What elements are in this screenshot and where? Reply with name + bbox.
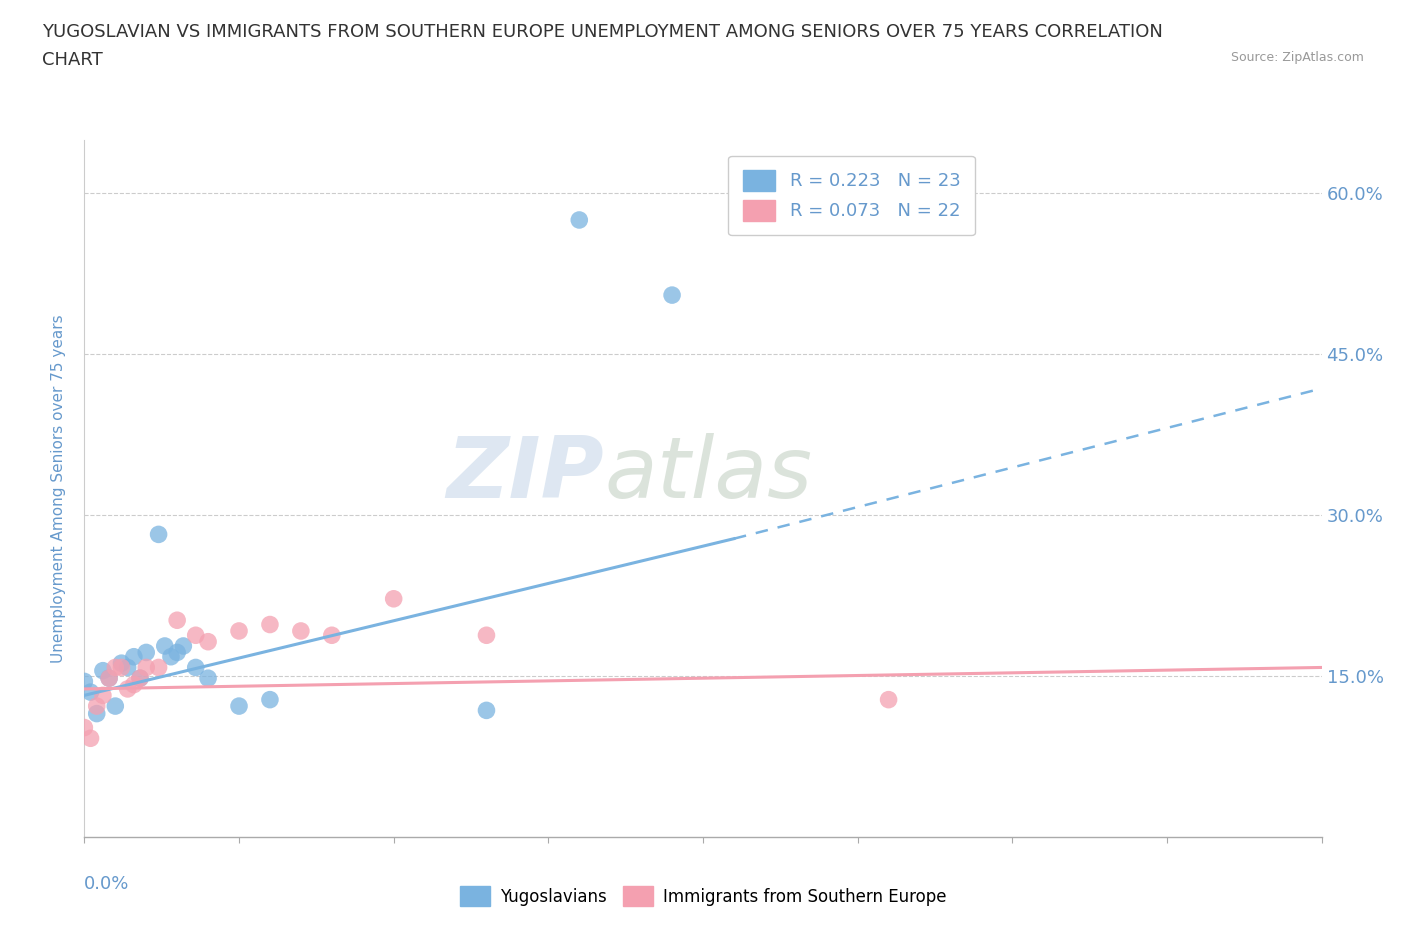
Point bbox=[382, 591, 405, 606]
Point bbox=[148, 660, 170, 675]
Text: ZIP: ZIP bbox=[446, 432, 605, 516]
Point bbox=[661, 287, 683, 302]
Point bbox=[110, 660, 132, 675]
Point bbox=[568, 213, 591, 228]
Point bbox=[117, 682, 139, 697]
Point bbox=[79, 684, 101, 699]
Point bbox=[184, 628, 207, 643]
Point bbox=[877, 692, 900, 707]
Point bbox=[475, 703, 498, 718]
Point bbox=[166, 645, 188, 660]
Y-axis label: Unemployment Among Seniors over 75 years: Unemployment Among Seniors over 75 years bbox=[51, 314, 66, 662]
Point bbox=[117, 660, 139, 675]
Point bbox=[86, 706, 108, 721]
Point bbox=[172, 639, 194, 654]
Point bbox=[135, 660, 157, 675]
Point bbox=[259, 692, 281, 707]
Point bbox=[122, 677, 145, 692]
Point bbox=[197, 634, 219, 649]
Point bbox=[91, 663, 114, 678]
Point bbox=[153, 639, 176, 654]
Point bbox=[148, 527, 170, 542]
Point bbox=[160, 649, 183, 664]
Point bbox=[197, 671, 219, 685]
Point bbox=[122, 649, 145, 664]
Point bbox=[79, 731, 101, 746]
Text: Source: ZipAtlas.com: Source: ZipAtlas.com bbox=[1230, 51, 1364, 64]
Point bbox=[290, 623, 312, 638]
Point bbox=[228, 698, 250, 713]
Point bbox=[135, 645, 157, 660]
Text: 0.0%: 0.0% bbox=[84, 875, 129, 894]
Text: YUGOSLAVIAN VS IMMIGRANTS FROM SOUTHERN EUROPE UNEMPLOYMENT AMONG SENIORS OVER 7: YUGOSLAVIAN VS IMMIGRANTS FROM SOUTHERN … bbox=[42, 23, 1163, 41]
Point bbox=[184, 660, 207, 675]
Point bbox=[129, 671, 152, 685]
Point bbox=[166, 613, 188, 628]
Point bbox=[73, 720, 96, 735]
Point bbox=[321, 628, 343, 643]
Point bbox=[259, 618, 281, 632]
Point bbox=[73, 674, 96, 689]
Point bbox=[104, 698, 127, 713]
Point bbox=[475, 628, 498, 643]
Point bbox=[228, 623, 250, 638]
Text: atlas: atlas bbox=[605, 432, 813, 516]
Point bbox=[129, 671, 152, 685]
Point bbox=[86, 698, 108, 713]
Point bbox=[91, 688, 114, 703]
Legend: R = 0.223   N = 23, R = 0.073   N = 22: R = 0.223 N = 23, R = 0.073 N = 22 bbox=[728, 155, 974, 235]
Text: CHART: CHART bbox=[42, 51, 103, 69]
Legend: Yugoslavians, Immigrants from Southern Europe: Yugoslavians, Immigrants from Southern E… bbox=[453, 880, 953, 912]
Point bbox=[98, 671, 121, 685]
Point bbox=[110, 656, 132, 671]
Point bbox=[98, 671, 121, 685]
Point bbox=[104, 660, 127, 675]
